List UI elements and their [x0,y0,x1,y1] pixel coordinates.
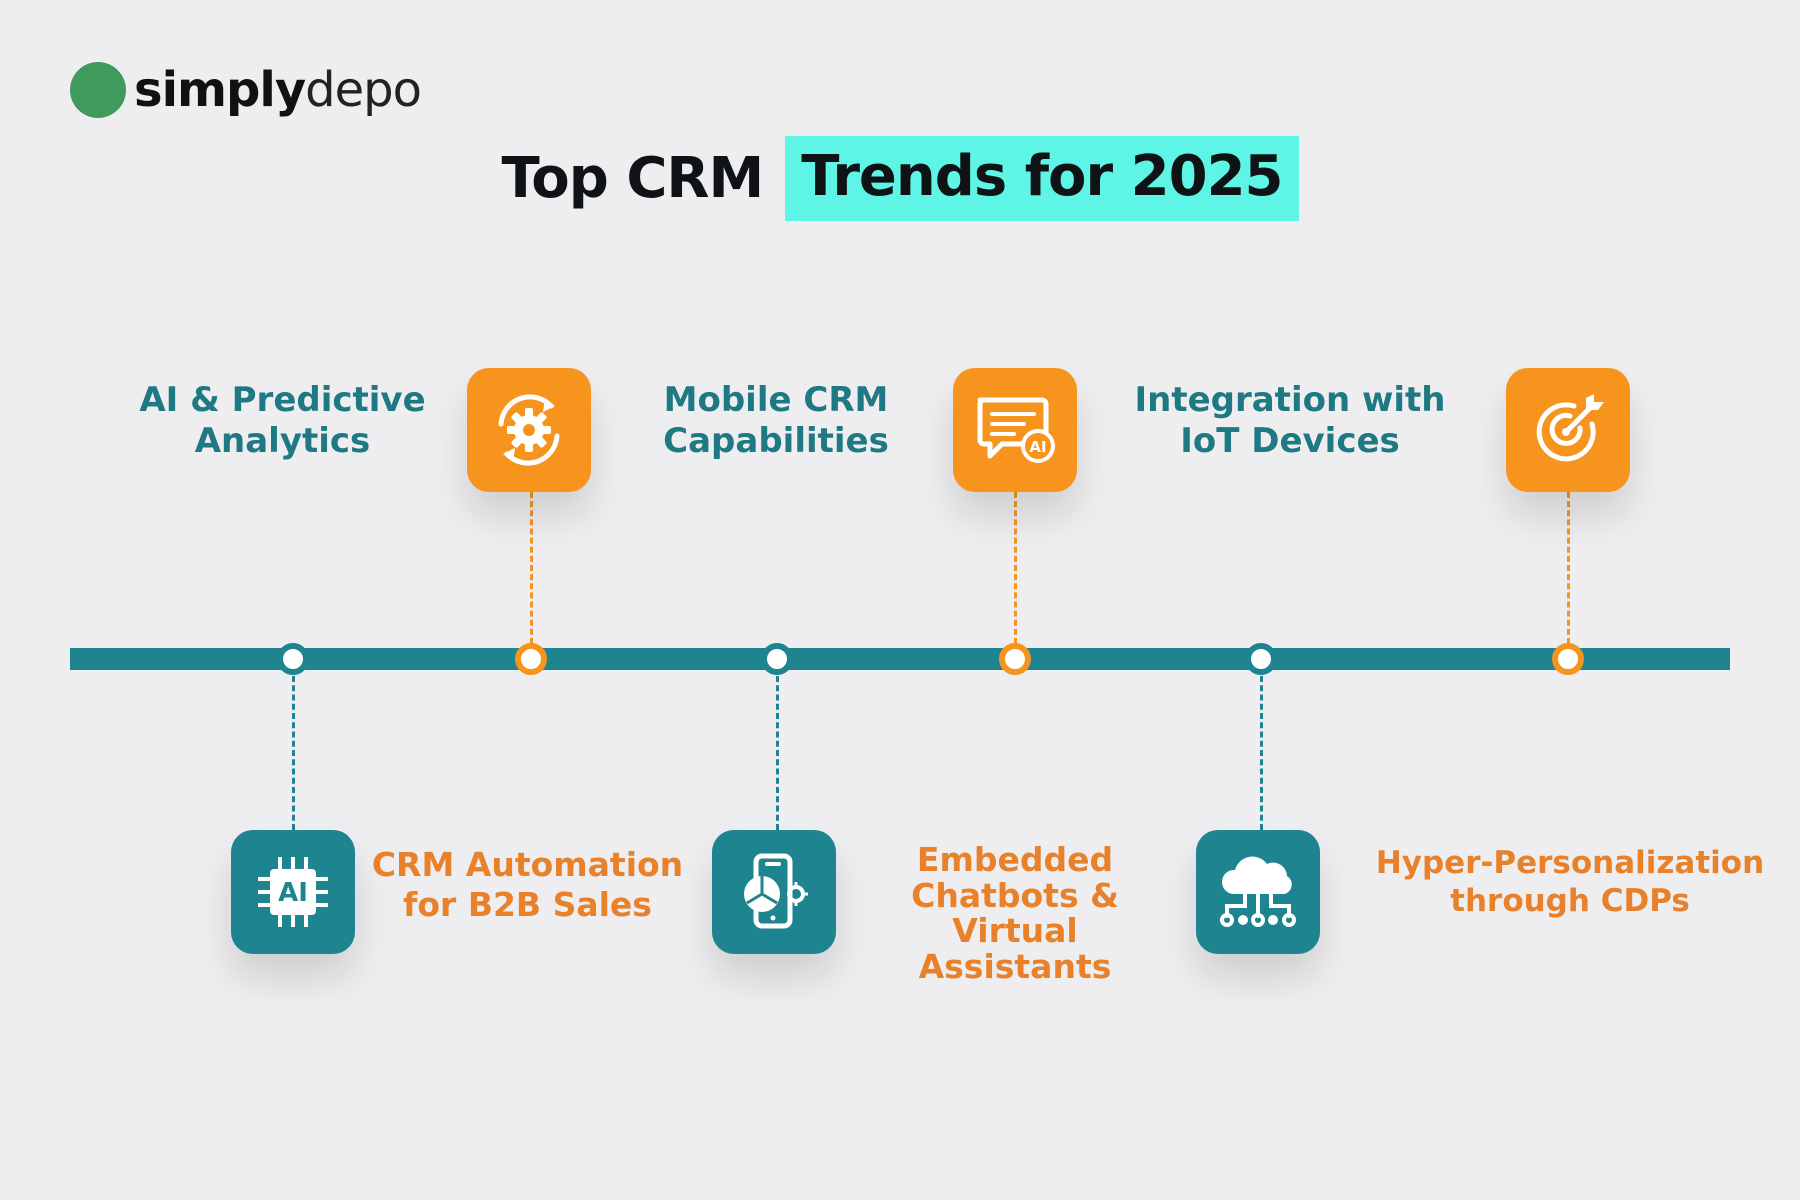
cloud-network-icon [1220,856,1296,927]
trend-label-crm-automation: CRM Automation for B2B Sales [370,845,685,926]
svg-text:AI: AI [278,878,308,908]
trend-tile-iot [1506,368,1630,492]
logo-dot [70,62,126,118]
trend-label-line: Assistants [918,946,1112,986]
trend-label-line: for B2B Sales [403,885,652,925]
title-plain: Top CRM [501,146,765,211]
gear-refresh-icon [498,394,560,466]
connector-top-3 [1567,492,1570,644]
title-highlight: Trends for 2025 [785,136,1299,221]
target-icon [1536,394,1604,462]
timeline-node-4 [999,643,1031,675]
svg-text:AI: AI [1029,438,1046,456]
timeline-node-6 [1552,643,1584,675]
brand-name: simplydepo [134,62,422,118]
trend-label-line: through CDPs [1450,882,1690,919]
trend-tile-mobile-crm: AI [953,368,1077,492]
trend-label-ai-predictive: AI & Predictive Analytics [120,380,445,463]
trend-label-line: Hyper-Personalization [1375,845,1765,881]
trend-label-line: IoT Devices [1180,421,1400,462]
page-title: Top CRM Trends for 2025 [0,136,1800,221]
connector-top-1 [530,492,533,644]
ai-chip-icon: AI [258,857,328,927]
trend-label-line: Embedded [916,840,1114,879]
connector-bottom-3 [1260,676,1263,830]
connector-bottom-2 [776,676,779,830]
ai-chat-icon: AI [977,397,1055,463]
trend-label-line: CRM Automation [371,845,684,884]
trend-label-line: Analytics [194,421,371,462]
trend-label-mobile-crm: Mobile CRM Capabilities [616,380,936,463]
brand-name-bold: simply [134,62,306,118]
timeline-node-2 [515,643,547,675]
timeline-node-5 [1245,643,1277,675]
trend-label-chatbots: Embedded Chatbots & Virtual Assistants [850,842,1180,985]
trend-label-line: Mobile CRM [663,380,889,420]
trend-tile-chatbots [712,830,836,954]
trend-label-iot: Integration with IoT Devices [1120,380,1460,463]
timeline-bar [70,648,1730,670]
timeline-node-3 [761,643,793,675]
mobile-chart-icon [744,853,808,929]
trend-tile-ai-predictive [467,368,591,492]
timeline-node-1 [277,643,309,675]
trend-label-hyper-personalization: Hyper-Personalization through CDPs [1350,845,1790,921]
connector-bottom-1 [292,676,295,830]
trend-label-line: Integration with [1134,380,1446,420]
trend-label-line: Capabilities [663,421,889,462]
connector-top-2 [1014,492,1017,644]
trend-tile-crm-automation: AI [231,830,355,954]
brand-name-light: depo [305,62,422,118]
trend-label-line: AI & Predictive [139,380,426,420]
brand-logo: simplydepo [70,60,422,120]
trend-tile-hyper-personalization [1196,830,1320,954]
trend-label-line: Chatbots & Virtual [911,875,1119,951]
